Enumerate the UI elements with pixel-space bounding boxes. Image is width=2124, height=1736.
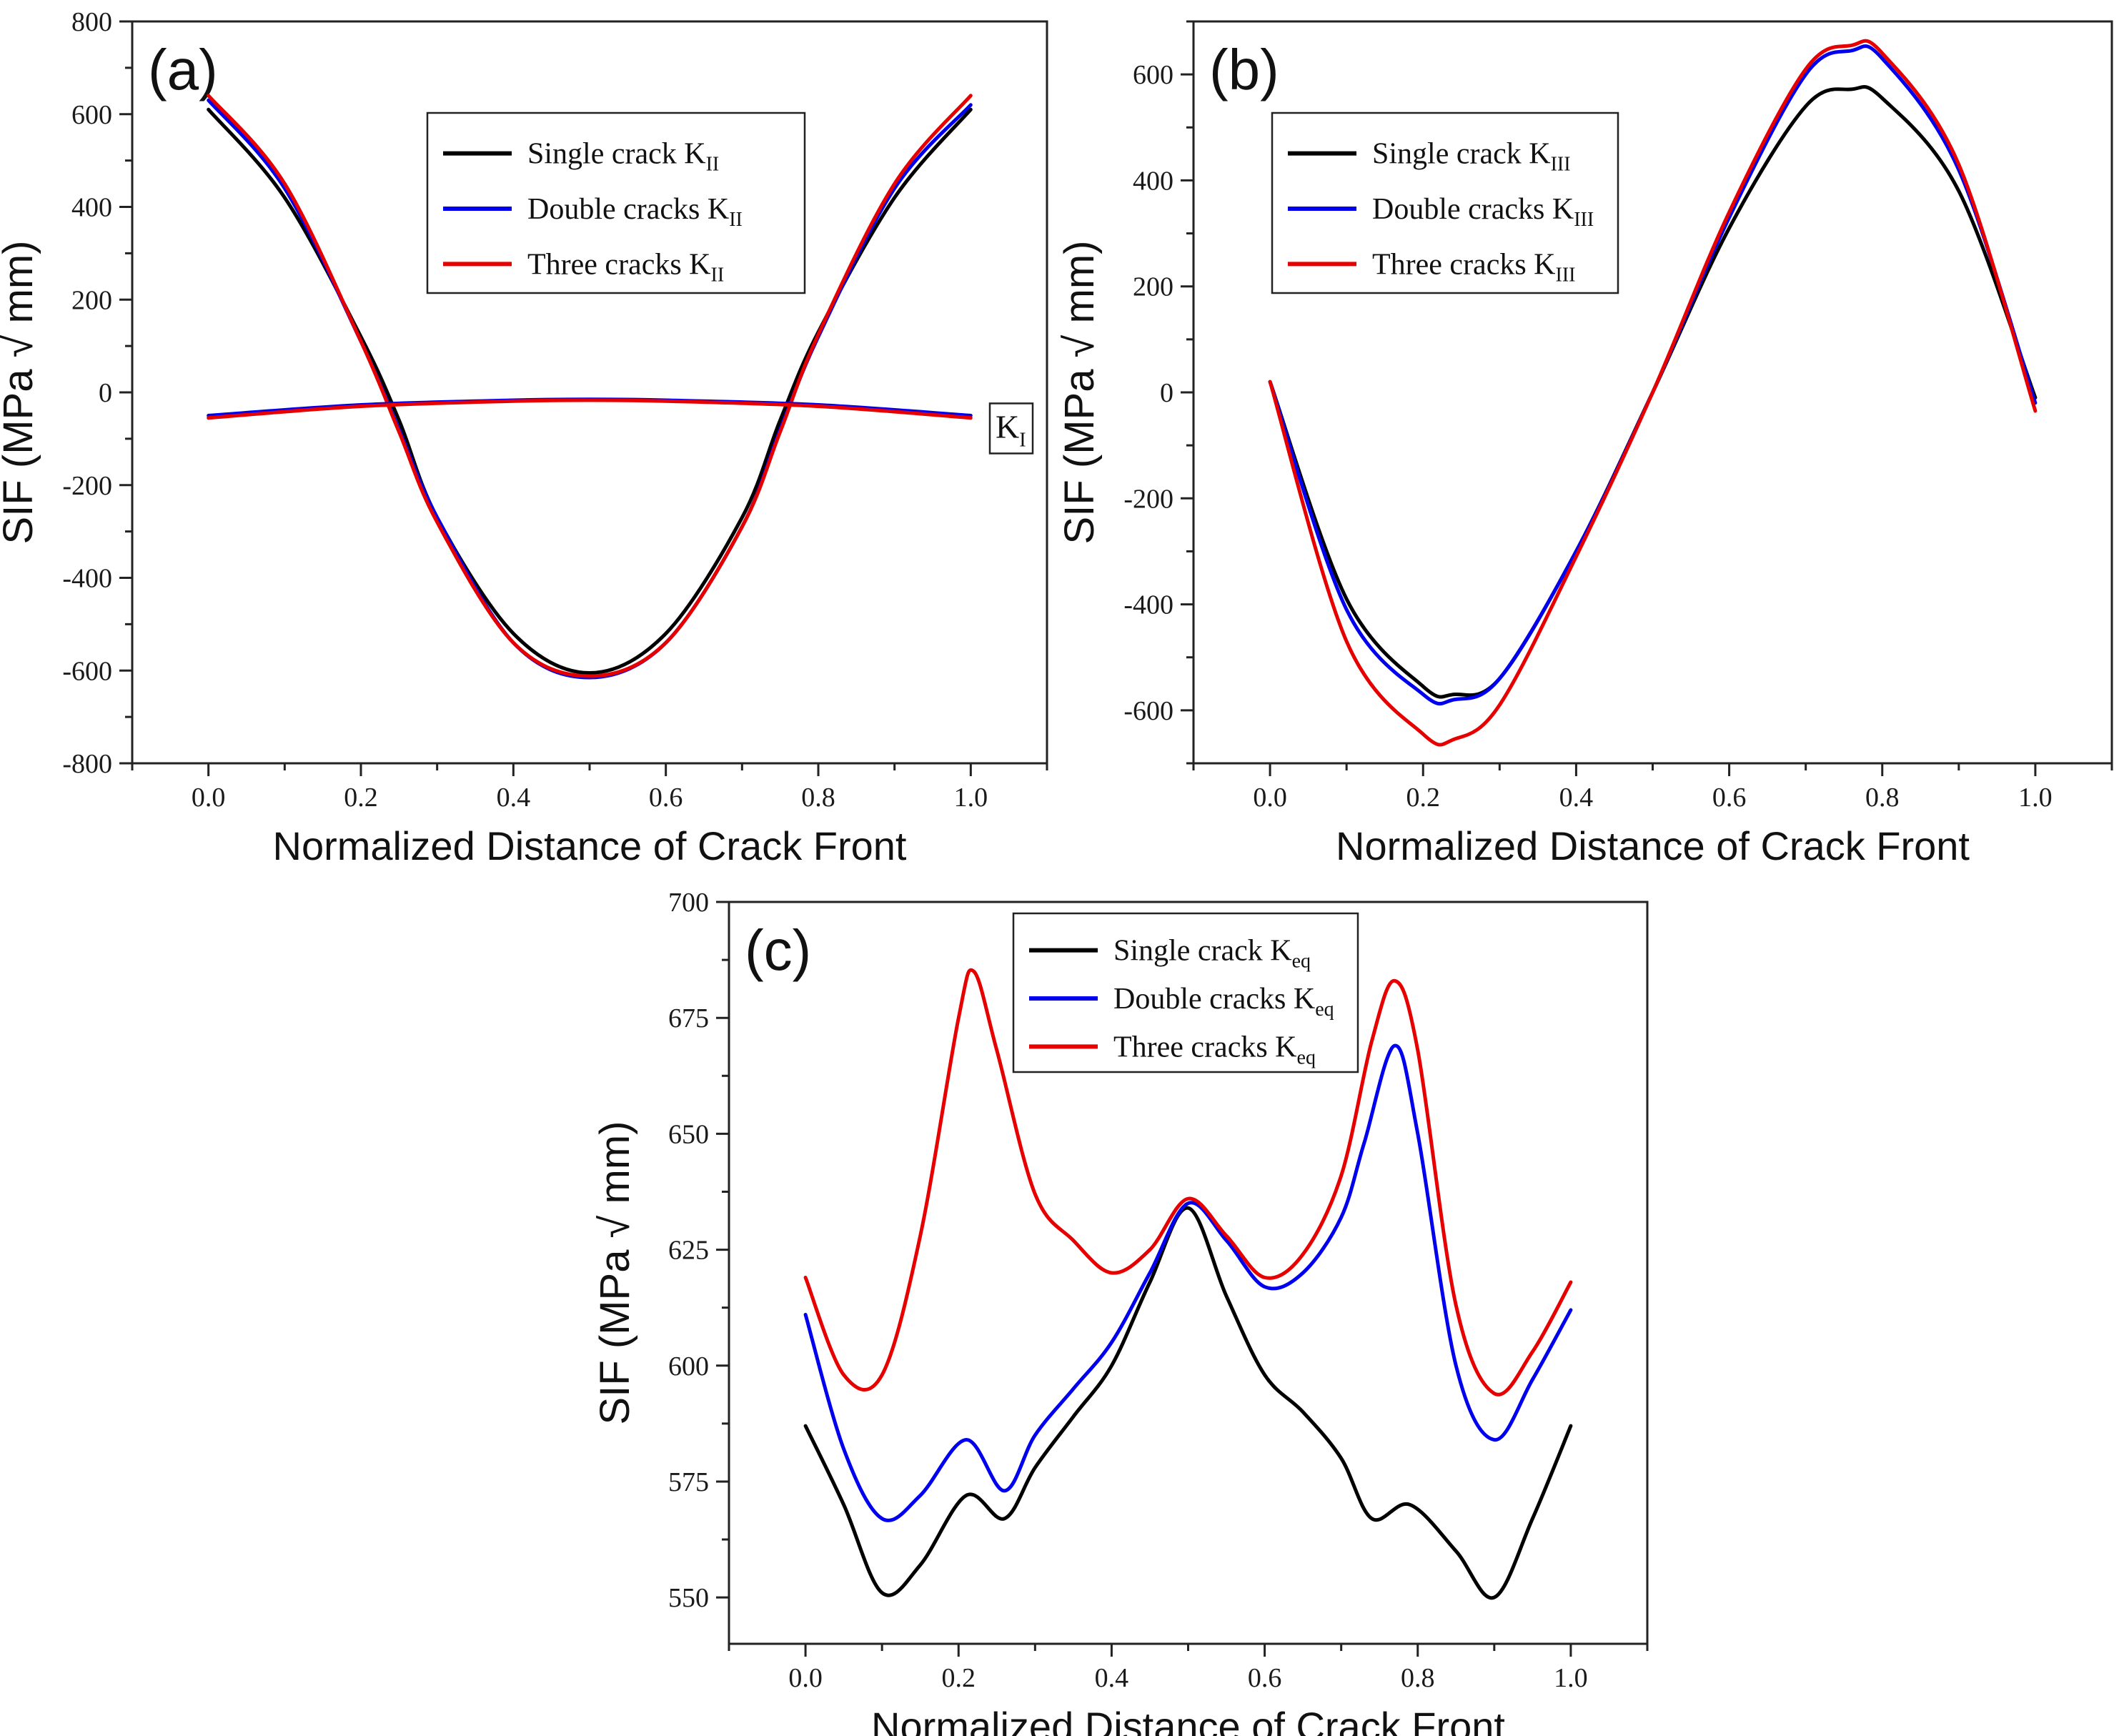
legend-subscript: II	[711, 264, 725, 286]
x-tick-label: 0.8	[801, 783, 835, 813]
y-tick-label: -600	[62, 656, 112, 686]
y-tick-label: 650	[668, 1119, 709, 1149]
series-line	[803, 968, 1573, 1397]
panel-label: (a)	[148, 38, 218, 101]
panel-label: (b)	[1209, 38, 1279, 101]
x-tick-label: 0.0	[788, 1663, 823, 1693]
x-tick-label: 0.0	[1253, 783, 1287, 813]
legend-subscript: III	[1551, 154, 1571, 176]
y-tick-label: -800	[62, 749, 112, 779]
y-tick-label: -200	[1123, 484, 1173, 514]
legend-label: Single crack KII	[527, 138, 719, 176]
y-tick-label: 550	[668, 1583, 709, 1613]
x-tick-label: 1.0	[954, 783, 988, 813]
annotation-subscript: I	[1019, 429, 1026, 451]
legend-subscript: III	[1556, 264, 1576, 286]
chart-panel-a: 0.0 0.2 0.4 0.6 0.8 1.0 -800 -600 -400 -200 0 200 40…	[0, 7, 1048, 868]
legend-subscript: eq	[1292, 951, 1311, 973]
y-tick-label: 800	[71, 7, 112, 37]
x-tick-label: 1.0	[1554, 1663, 1588, 1693]
y-tick-label: 200	[1133, 272, 1173, 302]
y-axis-title: SIF (MPa √ mm)	[0, 241, 41, 545]
y-tick-label: 575	[668, 1467, 709, 1497]
y-tick-label: 600	[668, 1351, 709, 1382]
legend-subscript: eq	[1297, 1046, 1316, 1068]
panel-label: (c)	[745, 918, 811, 982]
y-tick-label: -400	[62, 564, 112, 594]
legend-label: Double cracks KII	[527, 193, 743, 231]
y-tick-label: -200	[62, 471, 112, 501]
y-tick-label: 600	[1133, 60, 1173, 90]
x-tick-label: 0.4	[1559, 783, 1594, 813]
y-axis-title: SIF (MPa √ mm)	[592, 1121, 638, 1425]
x-tick-label: 0.2	[1406, 783, 1441, 813]
x-tick-label: 1.0	[2018, 783, 2053, 813]
x-axis-title: Normalized Distance of Crack Front	[1336, 823, 1970, 868]
legend-subscript: eq	[1315, 998, 1334, 1021]
series-line	[1268, 39, 2038, 747]
x-tick-label: 0.8	[1401, 1663, 1435, 1693]
y-tick-label: 625	[668, 1236, 709, 1266]
annotation-box	[988, 402, 1034, 455]
y-tick-label: -600	[1123, 696, 1173, 726]
y-tick-label: 0	[99, 378, 112, 408]
series-line	[803, 1043, 1573, 1522]
y-tick-label: 400	[71, 193, 112, 223]
legend-label: Three cracks KII	[527, 248, 724, 286]
y-tick-label: 675	[668, 1003, 709, 1033]
x-tick-label: 0.2	[942, 1663, 976, 1693]
x-tick-label: 0.6	[1712, 783, 1747, 813]
x-axis-title: Normalized Distance of Crack Front	[871, 1704, 1505, 1736]
y-tick-label: 200	[71, 285, 112, 315]
y-tick-label: 700	[668, 888, 709, 918]
series-line	[207, 398, 973, 420]
x-tick-label: 0.6	[649, 783, 683, 813]
y-tick-label: 0	[1160, 378, 1173, 408]
legend-label: Single crack Keq	[1113, 935, 1311, 973]
x-tick-label: 0.2	[344, 783, 378, 813]
chart-panel-c: 0.0 0.2 0.4 0.6 0.8 1.0 550 575 600 625 650 675 700 N…	[592, 888, 1649, 1736]
legend-label: Three cracks Keq	[1113, 1031, 1316, 1068]
series-line	[803, 1206, 1573, 1600]
x-tick-label: 0.4	[1095, 1663, 1129, 1693]
x-tick-label: 0.4	[497, 783, 531, 813]
legend-label: Double cracks KIII	[1372, 193, 1594, 231]
legend-label: Single crack KIII	[1372, 138, 1571, 176]
y-tick-label: 400	[1133, 166, 1173, 196]
y-tick-label: 600	[71, 100, 112, 130]
x-tick-label: 0.0	[192, 783, 226, 813]
series-line	[207, 94, 973, 678]
y-tick-label: -400	[1123, 590, 1173, 620]
legend-subscript: III	[1574, 209, 1594, 231]
x-axis-title: Normalized Distance of Crack Front	[273, 823, 907, 868]
x-tick-label: 0.6	[1248, 1663, 1282, 1693]
chart-panel-b: 0.0 0.2 0.4 0.6 0.8 1.0 -600 -400 -200 0 200 400 600…	[1056, 20, 2113, 868]
legend-label: Three cracks KIII	[1372, 248, 1576, 286]
legend-subscript: II	[729, 209, 743, 231]
y-axis-title: SIF (MPa √ mm)	[1056, 241, 1103, 545]
legend-subscript: II	[706, 154, 720, 176]
legend-label: Double cracks Keq	[1113, 983, 1334, 1021]
x-tick-label: 0.8	[1865, 783, 1900, 813]
